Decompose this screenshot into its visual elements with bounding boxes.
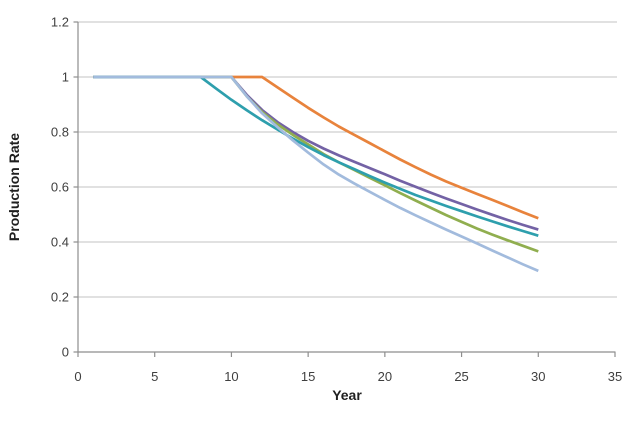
x-tick-label: 5 [151, 369, 158, 384]
x-tick-label: 10 [224, 369, 238, 384]
x-tick-label: 20 [378, 369, 392, 384]
y-tick-label: 1 [62, 70, 69, 85]
series-line-teal-curve [93, 75, 539, 237]
x-tick-label: 30 [531, 369, 545, 384]
y-axis-title: Production Rate [6, 132, 22, 242]
x-tick-label: 0 [74, 369, 81, 384]
y-tick-label: 0 [62, 345, 69, 360]
y-tick-label: 0.8 [51, 125, 69, 140]
y-tick-label: 0.6 [51, 180, 69, 195]
x-tick-label: 25 [454, 369, 468, 384]
series-line-lightblue-curve [93, 75, 539, 273]
y-tick-label: 0.2 [51, 290, 69, 305]
series-line-purple-curve [93, 75, 539, 231]
x-tick-label: 15 [301, 369, 315, 384]
series-line-green-curve [93, 75, 539, 253]
y-tick-label: 0.4 [51, 235, 69, 250]
x-axis-title: Year [332, 387, 362, 403]
y-tick-label: 1.2 [51, 15, 69, 30]
x-tick-label: 35 [608, 369, 622, 384]
